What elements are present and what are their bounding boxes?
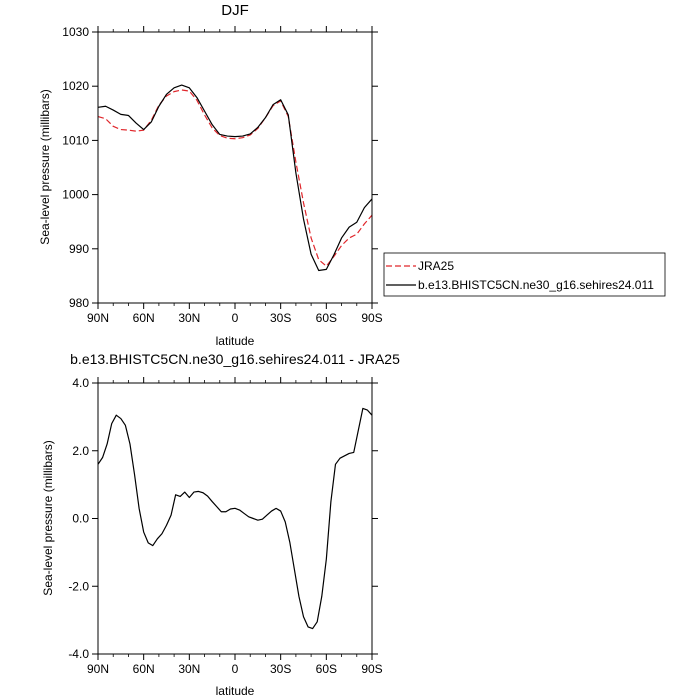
top-chart-series-line-0 <box>97 89 373 267</box>
bottom-x-tick-label: 0 <box>232 662 239 676</box>
bottom-chart-y-axis-label: Sea-level pressure (millibars) <box>41 440 55 595</box>
top-chart-y-axis-label: Sea-level pressure (millibars) <box>38 89 52 244</box>
top-chart-legend: JRA25 b.e13.BHISTC5CN.ne30_g16.sehires24… <box>383 252 666 297</box>
top-x-tick-label: 90S <box>361 311 382 325</box>
bottom-chart-plot-frame <box>97 382 373 655</box>
top-chart-ticks: 90N 60N 30N 0 30S 60S 90S 980 990 1000 1010 1020 103… <box>62 25 382 325</box>
legend-label-jra25: JRA25 <box>418 259 454 273</box>
top-y-tick-label: 1000 <box>62 188 89 202</box>
bottom-x-tick-label: 60S <box>316 662 337 676</box>
bottom-chart-title: b.e13.BHISTC5CN.ne30_g16.sehires24.011 -… <box>70 351 400 367</box>
bottom-x-tick-label: 30N <box>178 662 200 676</box>
top-chart: DJF 90N 60N 30N 0 30S 60S 90S 980 990 1000 1010 102… <box>38 2 666 348</box>
bottom-chart-series-line-0 <box>97 407 373 630</box>
top-x-tick-label: 0 <box>232 311 239 325</box>
bottom-x-tick-label: 30S <box>270 662 291 676</box>
bottom-y-tick-label: 0.0 <box>72 512 89 526</box>
bottom-x-tick-label: 90N <box>87 662 109 676</box>
top-x-tick-label: 30S <box>270 311 291 325</box>
bottom-chart: b.e13.BHISTC5CN.ne30_g16.sehires24.011 -… <box>41 351 400 698</box>
legend-box <box>383 252 666 297</box>
top-x-tick-label: 60S <box>316 311 337 325</box>
legend-label-model: b.e13.BHISTC5CN.ne30_g16.sehires24.011 <box>418 278 654 292</box>
top-chart-plot-frame <box>97 31 373 304</box>
top-y-tick-label: 1030 <box>62 25 89 39</box>
bottom-x-tick-label: 90S <box>361 662 382 676</box>
top-x-tick-label: 30N <box>178 311 200 325</box>
top-y-tick-label: 1010 <box>62 133 89 147</box>
top-chart-x-axis-label: latitude <box>216 334 255 348</box>
bottom-chart-x-axis-label: latitude <box>216 684 255 698</box>
bottom-y-tick-label: 2.0 <box>72 444 89 458</box>
bottom-chart-series-group <box>97 407 373 630</box>
top-y-tick-label: 1020 <box>62 79 89 93</box>
bottom-x-tick-label: 60N <box>133 662 155 676</box>
bottom-y-tick-label: 4.0 <box>72 376 89 390</box>
bottom-chart-ticks: 90N 60N 30N 0 30S 60S 90S -4.0 -2.0 0.0 2.0 4.0 <box>68 376 382 676</box>
top-chart-series-group <box>97 84 373 272</box>
top-chart-title: DJF <box>221 2 249 19</box>
top-x-tick-label: 90N <box>87 311 109 325</box>
top-chart-series-line-1 <box>97 84 373 272</box>
bottom-y-tick-label: -2.0 <box>68 579 89 593</box>
bottom-y-tick-label: -4.0 <box>68 647 89 661</box>
top-x-tick-label: 60N <box>133 311 155 325</box>
top-y-tick-label: 980 <box>69 296 89 310</box>
top-y-tick-label: 990 <box>69 242 89 256</box>
